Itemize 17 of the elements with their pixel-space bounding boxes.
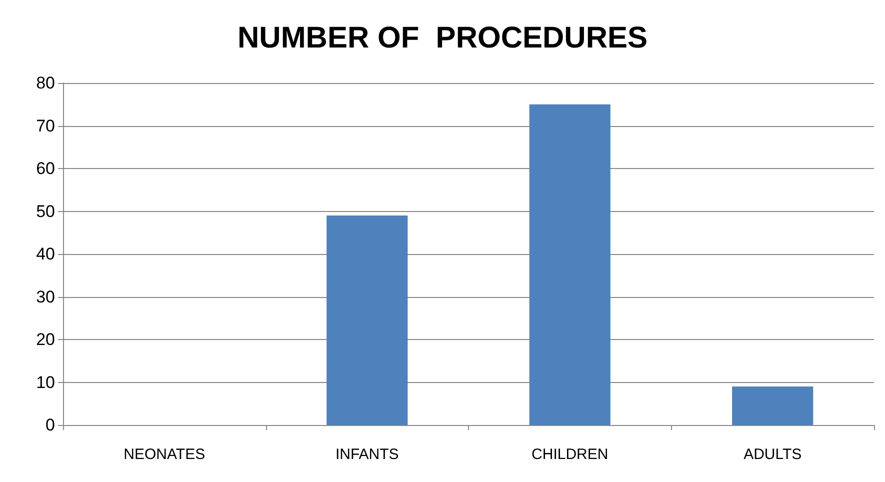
x-tick-label: NEONATES — [124, 446, 206, 463]
y-tick-label: 70 — [36, 116, 55, 136]
y-tick-label: 50 — [36, 202, 55, 221]
y-tick-label: 20 — [36, 330, 55, 349]
x-tick-label: CHILDREN — [532, 446, 608, 463]
y-tick-label: 80 — [36, 74, 55, 92]
bar — [732, 386, 814, 425]
x-tick-label: ADULTS — [744, 446, 802, 463]
x-tick-label: INFANTS — [335, 446, 399, 463]
bar — [326, 216, 408, 425]
y-tick-label: 30 — [36, 287, 55, 306]
bar — [529, 104, 610, 425]
y-tick-label: 60 — [36, 159, 55, 178]
y-tick-label: 40 — [36, 244, 55, 264]
y-tick-label: 0 — [46, 416, 55, 434]
chart-title: NUMBER OF PROCEDURES — [237, 22, 648, 54]
y-tick-label: 10 — [36, 372, 55, 392]
